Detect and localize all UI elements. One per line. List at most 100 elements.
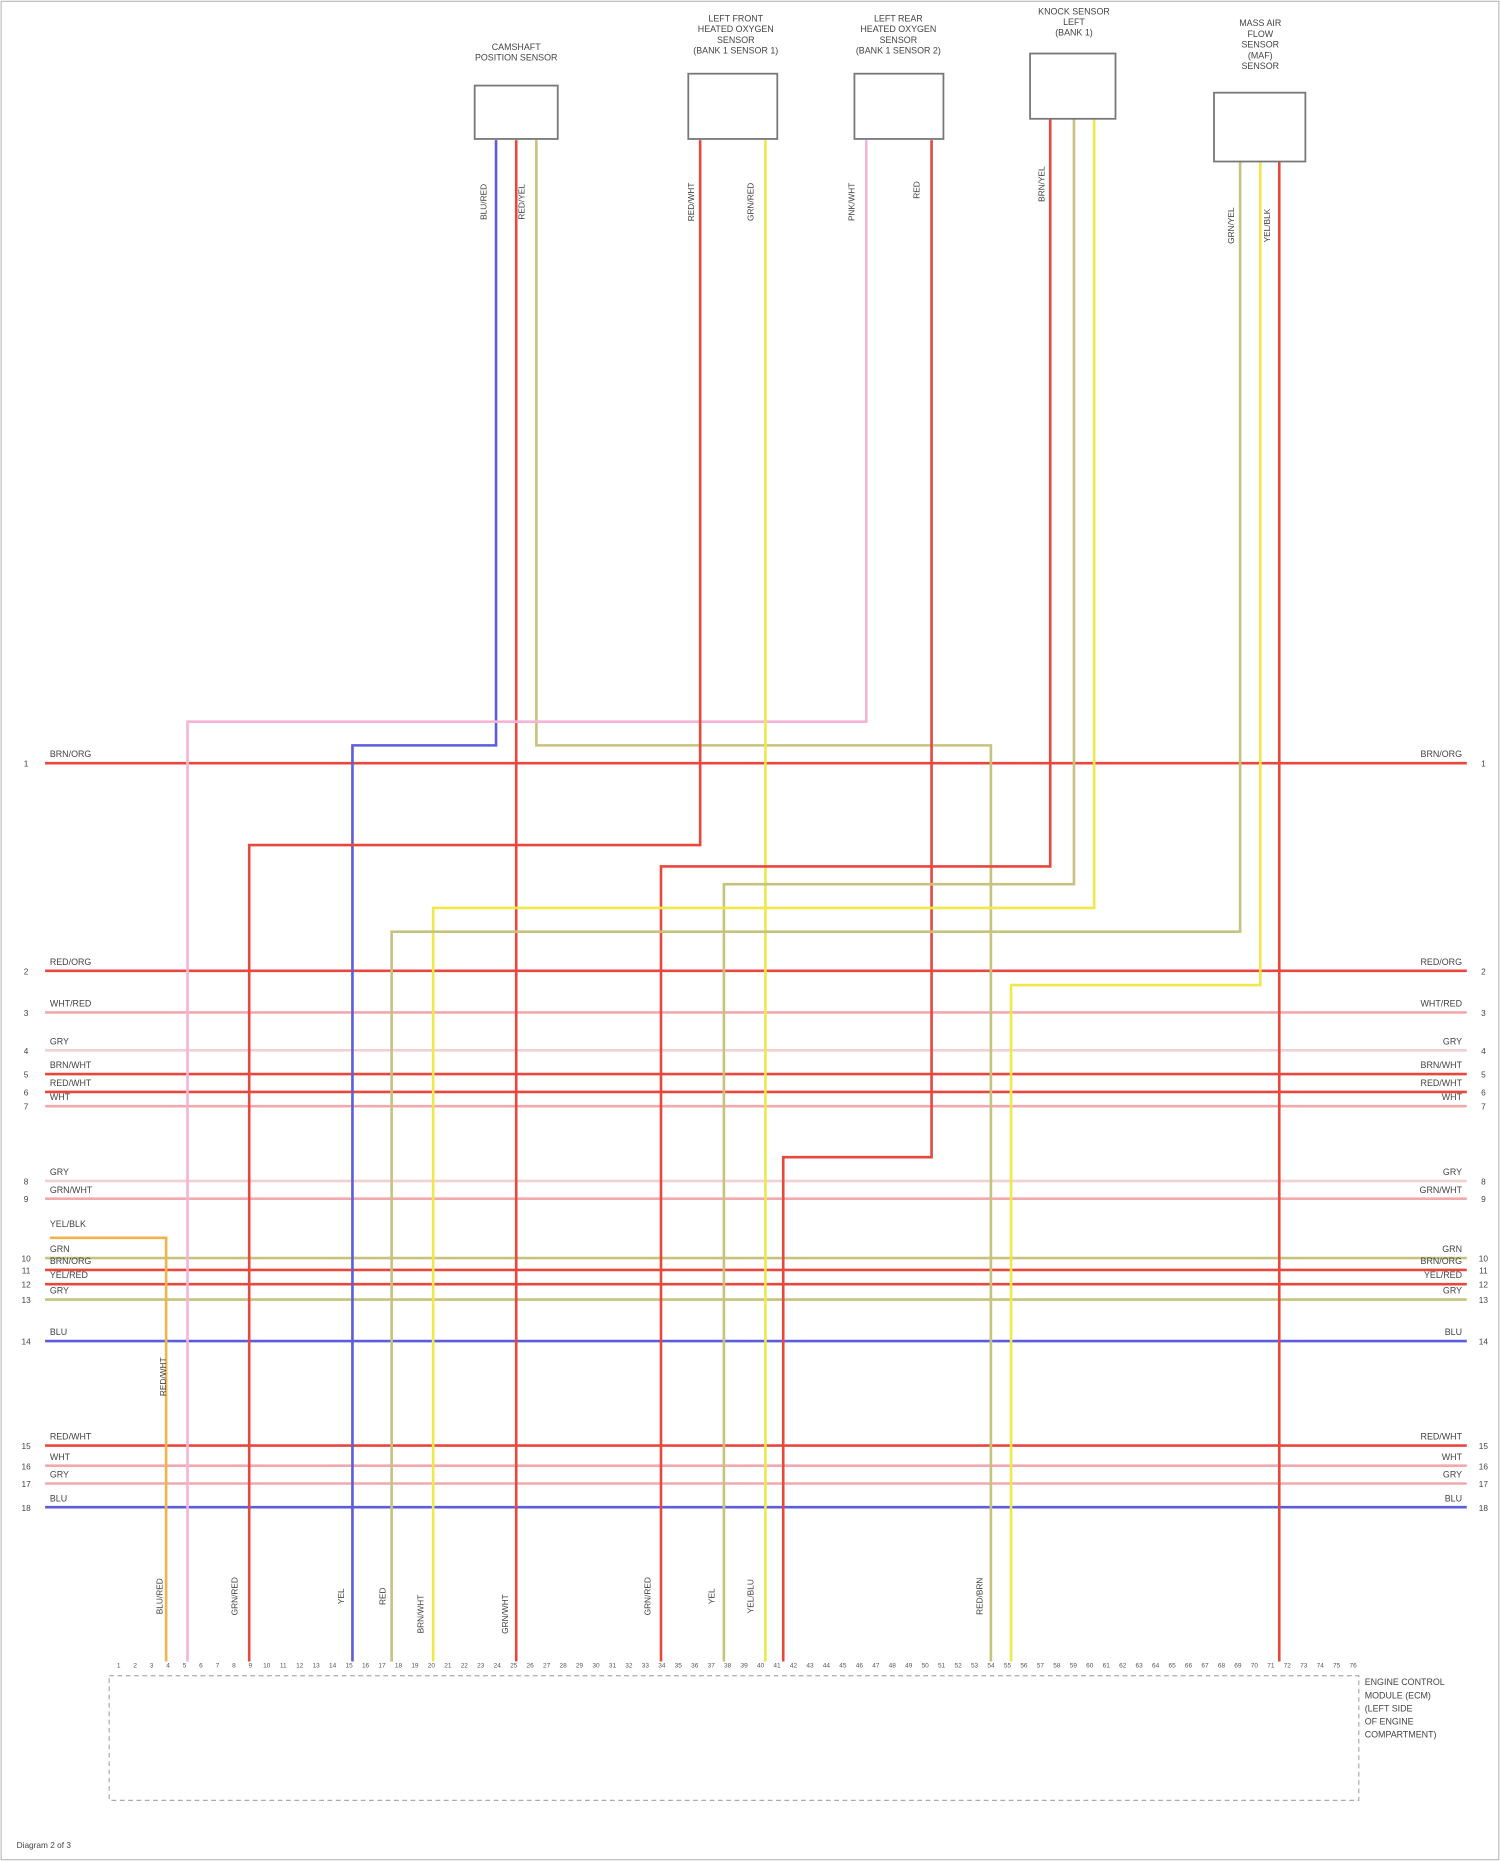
pin-number: 65 (1168, 1662, 1176, 1669)
pin-number: 71 (1267, 1662, 1275, 1669)
bus-number: 15 (1479, 1441, 1489, 1451)
wire-label: GRN/RED (746, 183, 756, 221)
pin-number: 8 (232, 1662, 236, 1669)
pin-number: 67 (1201, 1662, 1209, 1669)
bus-label: GRY (50, 1286, 69, 1296)
bus-number: 5 (24, 1070, 29, 1080)
bus-number: 13 (1479, 1295, 1489, 1305)
bus-number: 5 (1481, 1070, 1486, 1080)
wire (431, 118, 1096, 1662)
pin-number: 12 (296, 1662, 304, 1669)
bus-number: 6 (24, 1087, 29, 1097)
pin-number: 42 (790, 1662, 798, 1669)
wire-label: YEL/BLK (1262, 208, 1272, 242)
pin-number: 18 (395, 1662, 403, 1669)
wire (186, 140, 868, 1662)
bus-number: 12 (1479, 1280, 1489, 1290)
bus-label: RED/WHT (50, 1432, 92, 1442)
side-label: YEL/BLK (50, 1219, 86, 1229)
bus-label: BRN/ORG (50, 1256, 92, 1266)
pin-number: 13 (313, 1662, 321, 1669)
bus-number: 1 (1481, 759, 1486, 769)
ecm-box (108, 1675, 1360, 1801)
bus-number: 12 (21, 1280, 31, 1290)
wire-label: RED/YEL (517, 184, 527, 220)
pin-number: 70 (1251, 1662, 1259, 1669)
pin-number: 23 (477, 1662, 485, 1669)
component-label: LEFT (1063, 17, 1085, 27)
pin-number: 31 (609, 1662, 617, 1669)
pin-number: 69 (1234, 1662, 1242, 1669)
pin-number: 57 (1037, 1662, 1045, 1669)
wire (1009, 160, 1262, 1662)
bus-number: 1 (24, 759, 29, 769)
bus-number: 14 (21, 1337, 31, 1347)
pin-number: 60 (1086, 1662, 1094, 1669)
component-box (473, 84, 559, 140)
bus-label: GRY (1443, 1286, 1462, 1296)
pin-number: 72 (1284, 1662, 1292, 1669)
pin-number: 19 (411, 1662, 419, 1669)
bus-label: GRN/WHT (50, 1185, 93, 1195)
wire-label: RED (912, 181, 922, 199)
pin-number: 28 (559, 1662, 567, 1669)
bus-label: WHT (50, 1452, 71, 1462)
pin-number: 46 (856, 1662, 864, 1669)
wire-label: GRN/WHT (500, 1594, 510, 1634)
bus-number: 7 (24, 1102, 29, 1112)
pin-number: 59 (1070, 1662, 1078, 1669)
bus-label: GRY (50, 1470, 69, 1480)
pin-number: 2 (133, 1662, 137, 1669)
bus-label: YEL/RED (50, 1270, 88, 1280)
pin-number: 75 (1333, 1662, 1341, 1669)
pin-number: 47 (872, 1662, 880, 1669)
pin-number: 66 (1185, 1662, 1193, 1669)
pin-number: 10 (263, 1662, 271, 1669)
bus-label: BLU (50, 1327, 67, 1337)
wire-label: BRN/WHT (416, 1595, 426, 1634)
pin-number: 50 (922, 1662, 930, 1669)
bus-number: 16 (1479, 1461, 1489, 1471)
wire-label: BLU/RED (479, 184, 489, 220)
component-box (687, 72, 779, 140)
bus-label: GRN (1442, 1244, 1462, 1254)
component-label: HEATED OXYGEN (698, 24, 774, 34)
wire (659, 118, 1052, 1662)
bus-label: RED/WHT (50, 1078, 92, 1088)
pin-number: 61 (1103, 1662, 1111, 1669)
bus-number: 9 (1481, 1194, 1486, 1204)
bus-number: 13 (21, 1295, 31, 1305)
pin-number: 20 (428, 1662, 436, 1669)
pin-number: 6 (199, 1662, 203, 1669)
wire-label: GRN/YEL (1226, 207, 1236, 244)
bus-label: BRN/ORG (1421, 749, 1463, 759)
pin-number: 52 (954, 1662, 962, 1669)
wire (49, 1236, 168, 1662)
component-label: KNOCK SENSOR (1038, 6, 1110, 16)
bus-label: RED/ORG (50, 957, 92, 967)
wire-label: RED (378, 1587, 388, 1605)
bus-number: 16 (21, 1461, 31, 1471)
pin-number: 68 (1218, 1662, 1226, 1669)
bus-number: 6 (1481, 1087, 1486, 1097)
wire-label: RED/WHT (686, 183, 696, 222)
bus-label: BRN/WHT (1421, 1060, 1463, 1070)
bus-label: WHT (1442, 1092, 1463, 1102)
pin-number: 36 (691, 1662, 699, 1669)
component-label: SENSOR (880, 35, 918, 45)
wire-label: GRN/RED (642, 1577, 652, 1615)
bus-label: GRY (1443, 1167, 1462, 1177)
bus-label: BRN/ORG (1421, 1256, 1463, 1266)
component-label: (MAF) (1248, 50, 1273, 60)
bus-label: RED/WHT (1421, 1432, 1463, 1442)
bus-number: 18 (1479, 1503, 1489, 1513)
component-label: (BANK 1) (1055, 28, 1093, 38)
pin-number: 21 (444, 1662, 452, 1669)
component-box (853, 72, 945, 140)
bus-number: 2 (1481, 966, 1486, 976)
bus-number: 18 (21, 1503, 31, 1513)
wire-label: BRN/YEL (1036, 166, 1046, 202)
bus-number: 2 (24, 966, 29, 976)
pin-number: 24 (494, 1662, 502, 1669)
